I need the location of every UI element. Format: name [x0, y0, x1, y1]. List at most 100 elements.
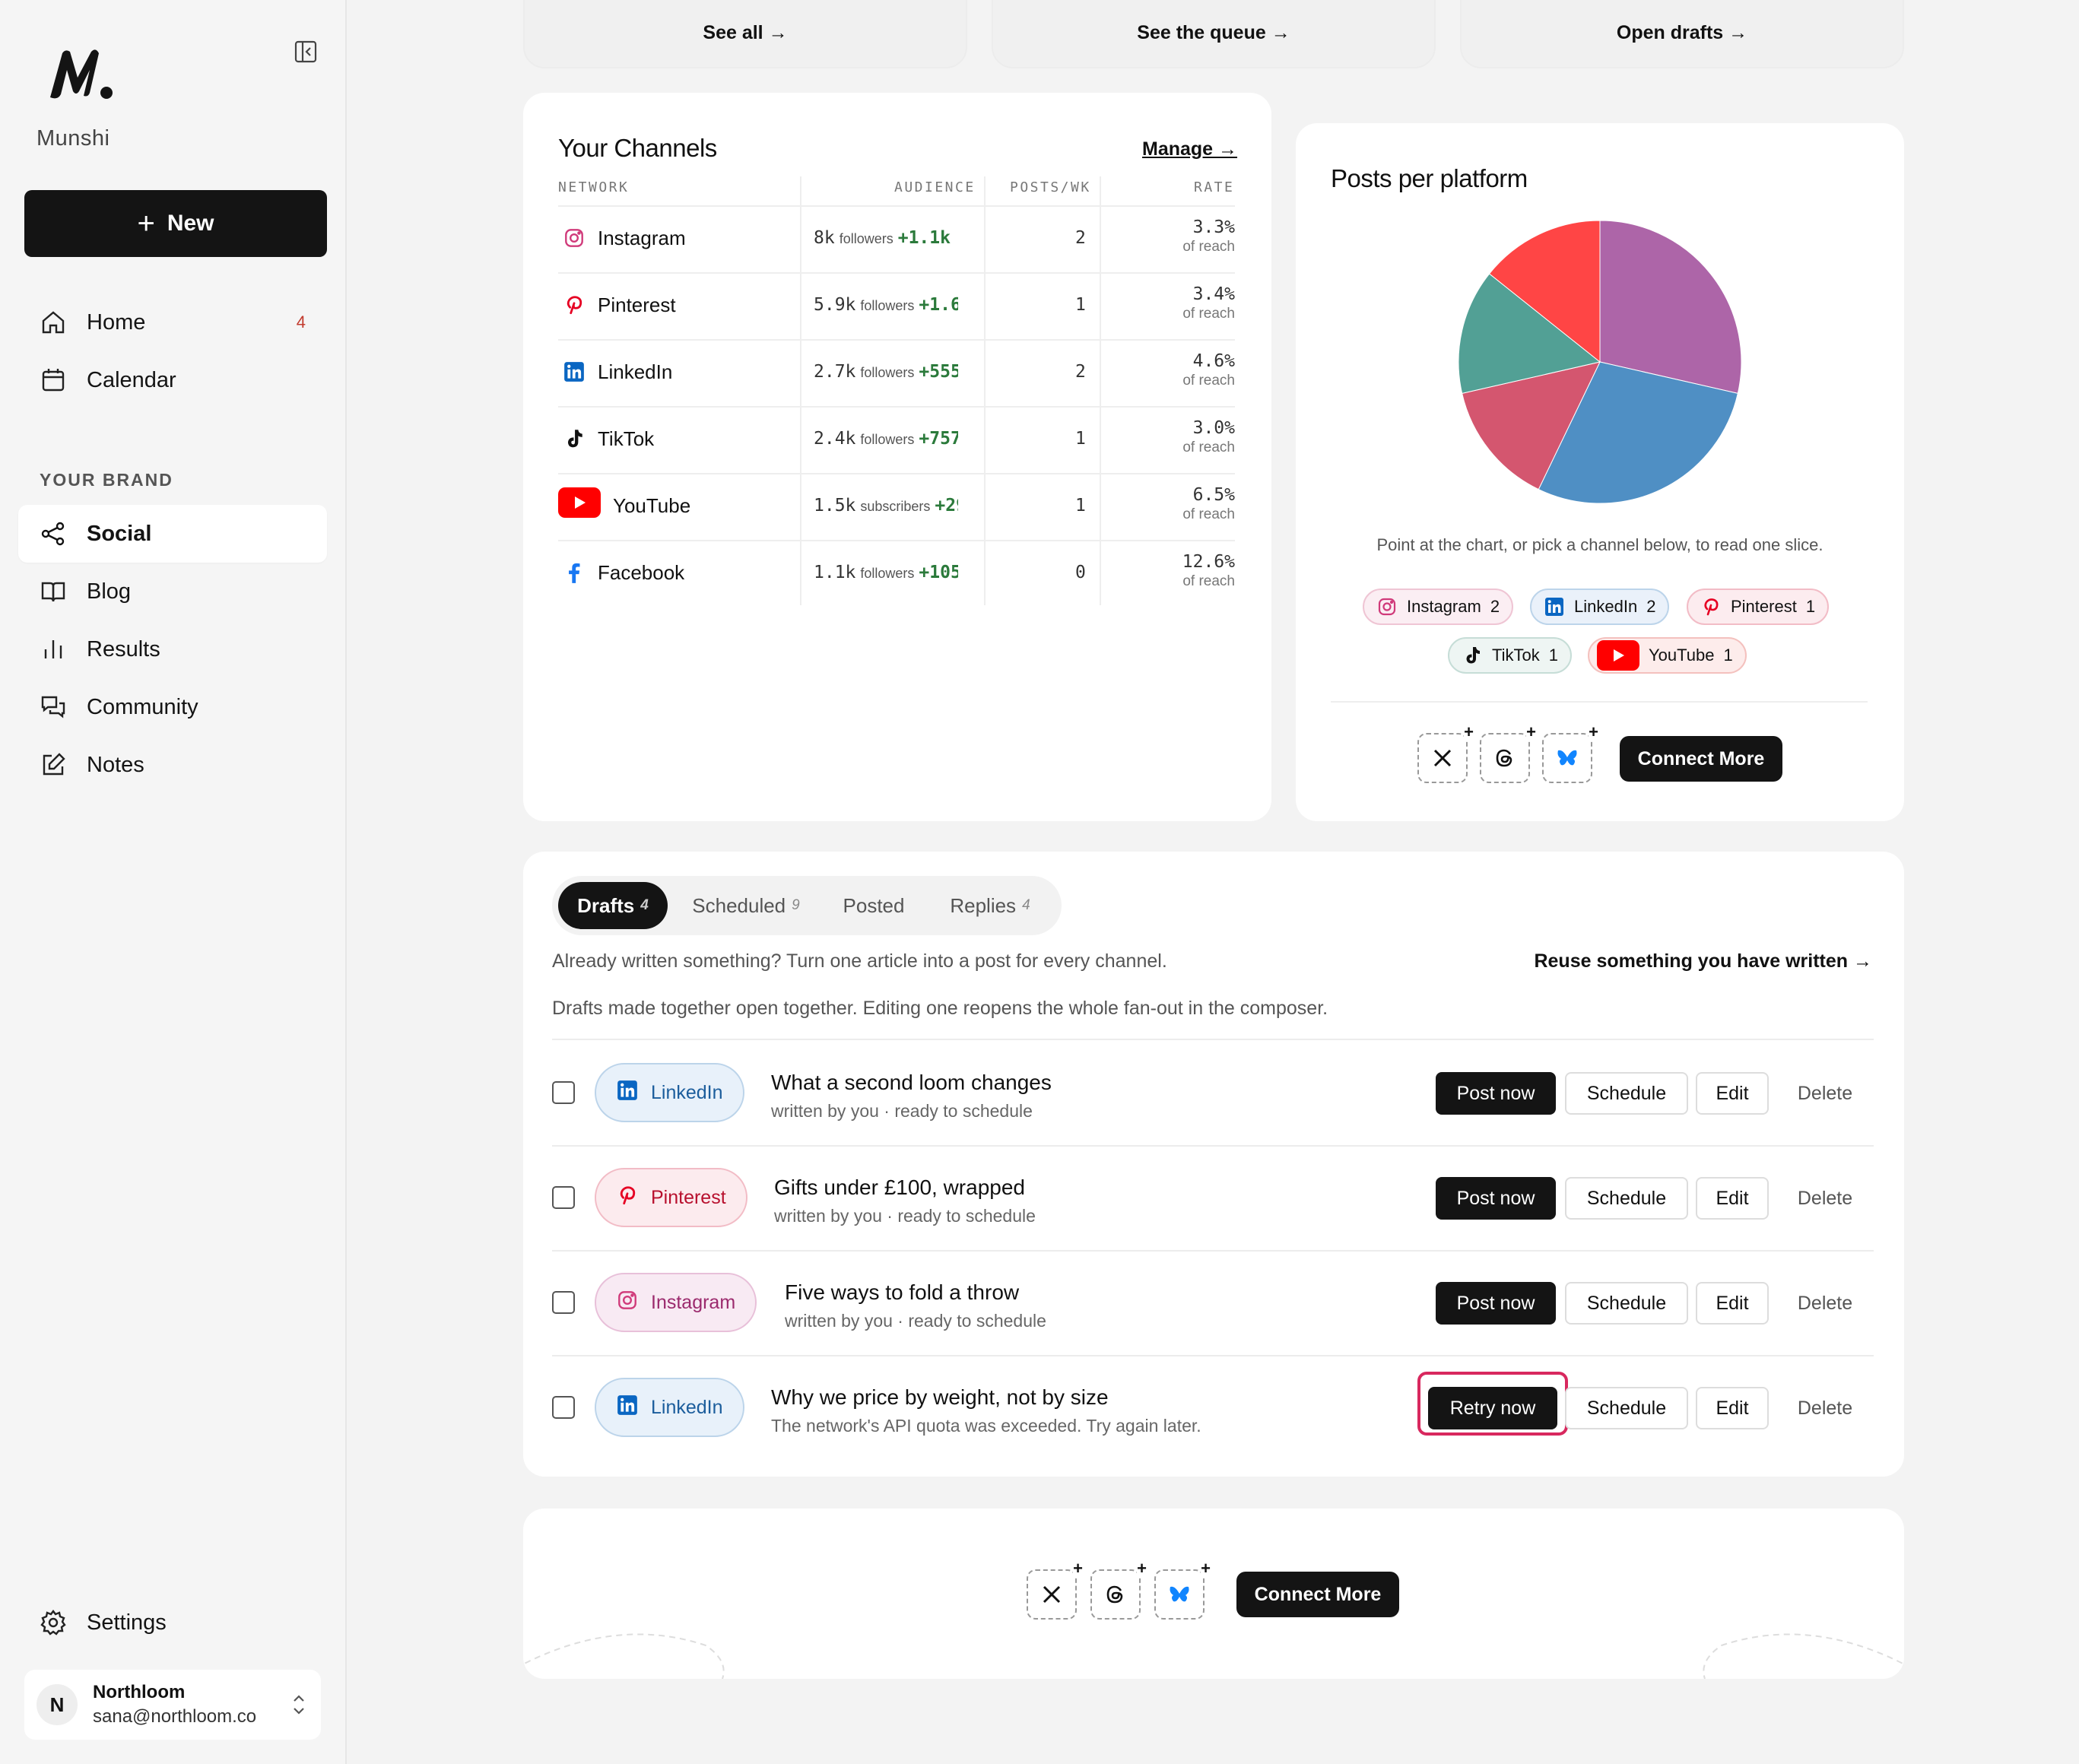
draft-title[interactable]: Gifts under £100, wrapped — [774, 1175, 1025, 1199]
posts-pie-chart[interactable] — [1457, 219, 1743, 505]
tab-scheduled[interactable]: Scheduled 9 — [674, 882, 818, 929]
sidebar-item-results[interactable]: Results — [18, 620, 327, 678]
channel-row-facebook[interactable]: Facebook 1.1k followers +105 0 12.6% of reach — [558, 540, 1235, 607]
pie-slice-youtube[interactable] — [1488, 220, 1601, 363]
retry-now-button[interactable]: Retry now — [1428, 1387, 1557, 1429]
connect-x-button[interactable]: + — [1027, 1560, 1083, 1620]
connect-x-button[interactable]: + — [1417, 724, 1474, 783]
chip-pinterest[interactable]: Pinterest 1 — [1687, 589, 1830, 625]
channel-row-instagram[interactable]: Instagram 8k followers +1.1k 2 3.3% of reach — [558, 205, 1235, 272]
draft-title[interactable]: What a second loom changes — [771, 1071, 1052, 1094]
gear-icon — [40, 1610, 66, 1636]
delete-button[interactable]: Delete — [1797, 1292, 1853, 1314]
audience-value: 2.4k — [814, 429, 856, 449]
connect-more-button[interactable]: Connect More — [1620, 736, 1782, 782]
draft-title[interactable]: Five ways to fold a throw — [785, 1280, 1020, 1304]
rate-value: 3.3% — [1192, 217, 1235, 237]
draft-status: The network's API quota was exceeded. Tr… — [771, 1416, 1201, 1436]
sidebar-item-calendar[interactable]: Calendar — [18, 351, 327, 409]
edit-button[interactable]: Edit — [1696, 1387, 1769, 1429]
tiktok-icon — [563, 427, 586, 450]
chip-instagram[interactable]: Instagram 2 — [1363, 589, 1514, 625]
delete-button[interactable]: Delete — [1797, 1397, 1853, 1419]
channel-row-linkedin[interactable]: LinkedIn 2.7k followers +555 2 4.6% of reach — [558, 339, 1235, 406]
delete-button[interactable]: Delete — [1797, 1082, 1853, 1104]
post-now-button[interactable]: Post now — [1436, 1177, 1556, 1220]
pie-slice-linkedin[interactable] — [1538, 361, 1738, 504]
pie-slice-pinterest[interactable] — [1462, 361, 1601, 490]
facebook-icon — [563, 561, 586, 584]
tab-drafts[interactable]: Drafts 4 — [558, 882, 668, 929]
tab-posted[interactable]: Posted — [824, 882, 923, 929]
sidebar-item-social[interactable]: Social — [18, 505, 327, 563]
manage-channels-link[interactable]: Manage → — [1142, 138, 1238, 160]
audience-value: 2.7k — [814, 362, 856, 382]
chip-count: 1 — [1805, 597, 1816, 616]
pie-slice-tiktok[interactable] — [1458, 273, 1601, 394]
channel-pill-instagram[interactable]: Instagram — [595, 1273, 757, 1332]
draft-title[interactable]: Why we price by weight, not by size — [771, 1385, 1109, 1409]
edit-button[interactable]: Edit — [1696, 1177, 1769, 1220]
channel-pill-pinterest[interactable]: Pinterest — [595, 1168, 747, 1227]
channel-row-tiktok[interactable]: TikTok 2.4k followers +757 1 3.0% of reach — [558, 406, 1235, 473]
connect-threads-button[interactable]: + — [1090, 1560, 1147, 1620]
channel-rate: 3.4% of reach — [1182, 284, 1235, 322]
schedule-button[interactable]: Schedule — [1565, 1282, 1688, 1325]
audience-growth: +1.1k — [897, 228, 951, 248]
reuse-link[interactable]: Reuse something you have written → — [1534, 950, 1872, 972]
connect-more-button[interactable]: Connect More — [1236, 1572, 1399, 1617]
munshi-logo[interactable] — [47, 47, 116, 100]
schedule-button[interactable]: Schedule — [1565, 1387, 1688, 1429]
account-switcher[interactable]: N Northloom sana@northloom.co — [24, 1670, 321, 1740]
sidebar-item-notes[interactable]: Notes — [18, 736, 327, 794]
sidebar: Munshi + New Home 4 Calendar YOUR BRAND … — [0, 0, 347, 1764]
tab-count: 9 — [792, 897, 800, 913]
connect-bluesky-button[interactable]: + — [1154, 1560, 1211, 1620]
connect-bluesky-button[interactable]: + — [1542, 724, 1598, 783]
rate-sub: of reach — [1182, 573, 1235, 589]
collapse-sidebar-icon[interactable] — [294, 40, 318, 64]
tab-label: Drafts — [577, 893, 635, 917]
bar-chart-icon — [44, 640, 62, 658]
post-now-button[interactable]: Post now — [1436, 1072, 1556, 1115]
pie-slice-instagram[interactable] — [1599, 220, 1742, 394]
tab-count: 4 — [1022, 897, 1030, 913]
see-all-link[interactable]: See all → — [703, 22, 788, 43]
channel-pill-linkedin[interactable]: LinkedIn — [595, 1063, 744, 1122]
linkedin-icon — [616, 1079, 639, 1107]
edit-button[interactable]: Edit — [1696, 1072, 1769, 1115]
sidebar-item-label: Settings — [87, 1610, 167, 1635]
pill-label: Pinterest — [651, 1186, 726, 1208]
chip-tiktok[interactable]: TikTok 1 — [1448, 637, 1572, 674]
tab-label: Posted — [843, 893, 905, 917]
chevron-up-down-icon — [294, 1695, 304, 1715]
sidebar-item-home[interactable]: Home 4 — [18, 293, 327, 351]
draft-checkbox[interactable] — [552, 1081, 575, 1104]
channel-pill-linkedin[interactable]: LinkedIn — [595, 1378, 744, 1437]
post-now-button[interactable]: Post now — [1436, 1282, 1556, 1325]
schedule-button[interactable]: Schedule — [1565, 1177, 1688, 1220]
channel-rate: 3.0% of reach — [1182, 418, 1235, 456]
chip-count: 2 — [1490, 597, 1500, 616]
sidebar-item-settings[interactable]: Settings — [18, 1594, 327, 1651]
see-queue-link[interactable]: See the queue → — [1137, 22, 1290, 43]
draft-checkbox[interactable] — [552, 1186, 575, 1209]
instagram-icon — [563, 227, 586, 249]
chip-youtube[interactable]: YouTube 1 — [1588, 637, 1747, 674]
edit-button[interactable]: Edit — [1696, 1282, 1769, 1325]
sidebar-item-community[interactable]: Community — [18, 678, 327, 736]
open-drafts-link[interactable]: Open drafts → — [1616, 22, 1748, 43]
chip-linkedin[interactable]: LinkedIn 2 — [1530, 589, 1670, 625]
new-button[interactable]: + New — [24, 190, 327, 257]
rate-sub: of reach — [1182, 506, 1235, 522]
connect-threads-button[interactable]: + — [1480, 724, 1536, 783]
tab-replies[interactable]: Replies 4 — [929, 882, 1051, 929]
delete-button[interactable]: Delete — [1797, 1187, 1853, 1209]
schedule-button[interactable]: Schedule — [1565, 1072, 1688, 1115]
draft-checkbox[interactable] — [552, 1396, 575, 1419]
sidebar-item-blog[interactable]: Blog — [18, 563, 327, 620]
threads-icon — [1106, 1585, 1123, 1604]
draft-checkbox[interactable] — [552, 1291, 575, 1314]
